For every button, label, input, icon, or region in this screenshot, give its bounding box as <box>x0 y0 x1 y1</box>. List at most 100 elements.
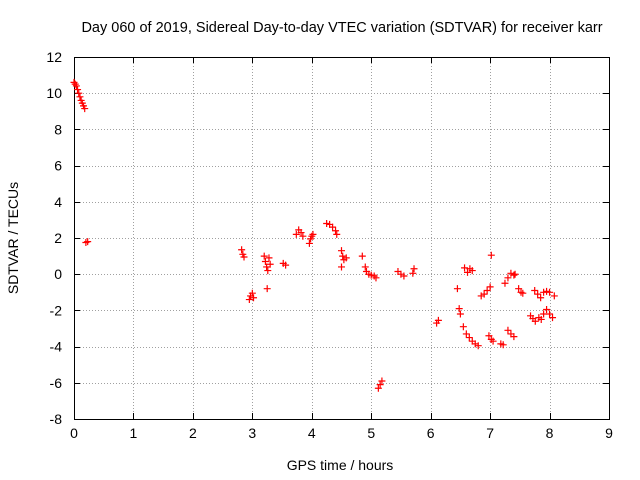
data-point <box>238 246 246 254</box>
data-point <box>501 279 509 287</box>
data-point <box>459 323 467 331</box>
data-point <box>515 285 523 293</box>
data-point <box>299 232 307 240</box>
data-point <box>74 86 82 94</box>
data-point <box>264 267 272 275</box>
data-point <box>333 230 341 238</box>
x-tick-label: 7 <box>486 425 494 441</box>
data-point <box>537 294 545 302</box>
y-tick-label: -2 <box>50 302 63 318</box>
data-point <box>540 310 548 318</box>
data-point <box>400 272 408 280</box>
data-point <box>358 252 366 260</box>
axis-ticks <box>74 57 610 420</box>
x-tick-label: 5 <box>367 425 375 441</box>
x-axis-title: GPS time / hours <box>287 457 394 473</box>
data-point <box>499 341 507 349</box>
data-point <box>543 287 551 295</box>
data-point <box>361 263 369 271</box>
y-tick-label: 12 <box>46 49 62 65</box>
data-point <box>537 315 545 323</box>
data-point <box>489 337 497 345</box>
data-point <box>534 290 542 298</box>
data-point <box>434 316 442 324</box>
x-tick-label: 1 <box>130 425 138 441</box>
data-point <box>292 230 300 238</box>
data-point <box>549 314 557 322</box>
y-tick-label: 2 <box>54 230 62 246</box>
x-tick-label: 2 <box>189 425 197 441</box>
x-tick-label: 4 <box>308 425 316 441</box>
data-point <box>474 342 482 350</box>
data-point <box>250 294 258 302</box>
data-point <box>546 310 554 318</box>
data-point <box>456 310 464 318</box>
data-point <box>266 260 274 268</box>
data-point <box>468 267 476 275</box>
data-point <box>329 223 337 231</box>
data-point <box>248 289 256 297</box>
data-point <box>81 105 89 113</box>
data-point <box>543 305 551 313</box>
data-point <box>372 274 380 282</box>
data-point <box>240 253 248 261</box>
data-point <box>261 258 269 266</box>
data-point <box>75 89 83 97</box>
data-point <box>546 288 554 296</box>
data-point <box>504 274 512 282</box>
y-tick-label: -6 <box>50 375 63 391</box>
data-point <box>531 317 539 325</box>
data-point <box>376 381 384 389</box>
x-tick-label: 8 <box>546 425 554 441</box>
data-point <box>465 334 473 342</box>
data-point <box>282 261 290 269</box>
x-tick-label: 3 <box>248 425 256 441</box>
y-tick-label: 4 <box>54 194 62 210</box>
data-point <box>480 290 488 298</box>
data-point <box>332 227 340 235</box>
data-point <box>487 251 495 259</box>
data-point <box>338 263 345 271</box>
data-point <box>72 82 80 90</box>
data-point <box>504 326 512 334</box>
data-points <box>70 78 558 392</box>
x-tick-label: 9 <box>605 425 613 441</box>
data-point <box>323 220 331 228</box>
data-point <box>519 289 527 297</box>
data-point <box>260 252 268 260</box>
data-point <box>339 252 347 260</box>
data-point <box>511 270 519 278</box>
data-point <box>540 288 548 296</box>
data-point <box>305 239 313 247</box>
grid <box>74 57 609 419</box>
data-point <box>510 333 518 341</box>
data-point <box>374 384 382 392</box>
data-point <box>297 229 305 237</box>
data-point <box>462 330 470 338</box>
data-point <box>464 268 472 276</box>
y-tick-label: 6 <box>54 158 62 174</box>
x-tick-label: 0 <box>70 425 78 441</box>
y-tick-label: 0 <box>54 266 62 282</box>
data-point <box>84 238 92 246</box>
y-axis-title: SDTVAR / TECUs <box>5 182 21 294</box>
data-point <box>486 283 494 291</box>
data-point <box>461 264 469 272</box>
data-point <box>309 230 317 238</box>
data-point <box>378 377 386 385</box>
data-point <box>483 286 491 294</box>
data-point <box>453 285 461 293</box>
data-point <box>263 263 271 271</box>
chart-title: Day 060 of 2019, Sidereal Day-to-day VTE… <box>81 20 602 36</box>
data-point <box>531 286 539 294</box>
data-point <box>338 247 345 255</box>
x-tick-label: 6 <box>427 425 435 441</box>
y-tick-label: 8 <box>54 121 62 137</box>
data-point <box>550 292 558 300</box>
y-tick-label: 10 <box>46 85 62 101</box>
data-point <box>455 305 463 313</box>
data-point <box>367 271 375 279</box>
